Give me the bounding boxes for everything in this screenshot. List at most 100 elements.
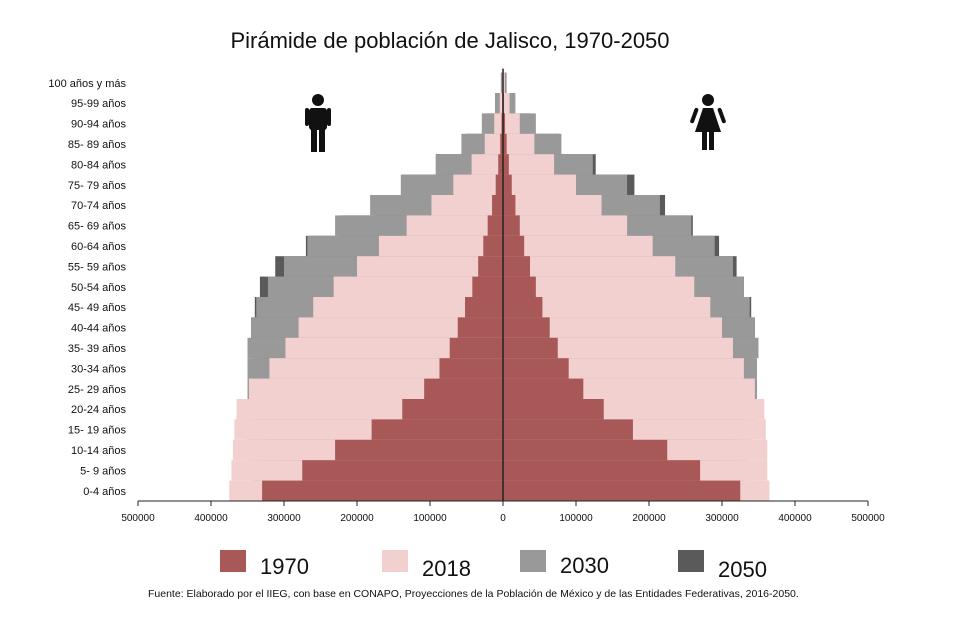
bar-female-1970-4 [503,399,604,420]
bar-female-2018-8 [503,317,722,338]
bar-female-1970-11 [503,256,531,277]
age-group-label-1: 5- 9 años [80,465,126,477]
legend-swatch-2018 [382,550,408,572]
age-group-label-14: 70-74 años [71,200,127,212]
bar-female-1970-12 [503,235,525,257]
x-tick-label-1: 400000 [194,513,228,524]
age-group-label-11: 55- 59 años [68,261,127,273]
x-tick-label-5: 0 [500,513,506,524]
bar-female-1970-5 [503,378,584,399]
bar-female-1970-16 [503,154,509,175]
x-tick-label-2: 300000 [267,513,301,524]
bar-female-2018-15 [503,174,576,195]
bar-female-1970-2 [503,439,668,461]
chart-title: Pirámide de población de Jalisco, 1970-2… [230,28,670,53]
bar-female-2018-18 [503,113,520,134]
bar-female-2018-14 [503,195,602,216]
bar-female-2018-10 [503,276,695,297]
bar-male-1970-16 [498,154,503,175]
bar-female-2018-11 [503,256,676,277]
age-group-label-15: 75- 79 años [68,180,127,192]
legend-swatch-1970 [220,550,246,572]
age-group-label-7: 35- 39 años [68,343,127,355]
x-tick-label-9: 400000 [778,513,812,524]
x-axis: 500000 400000 300000 200000 100000 0 100000 200… [121,500,885,524]
bar-female-1970-9 [503,297,543,318]
age-group-label-4: 20-24 años [71,404,127,416]
age-group-label-3: 15- 19 años [68,425,127,437]
bar-male-1970-5 [424,378,503,399]
bar-male-1970-0 [262,480,503,501]
bar-female-1970-18 [503,113,506,134]
bar-female-1970-3 [503,419,633,440]
male-figure-icon [305,94,331,152]
bar-male-2018-12 [378,235,503,257]
bar-male-1970-2 [335,439,503,461]
bar-male-2030-19 [494,93,503,114]
bar-female-2018-12 [503,235,653,257]
age-group-label-16: 80-84 años [71,159,127,171]
bar-male-1970-9 [465,297,503,318]
age-group-label-6: 30-34 años [71,363,127,375]
bar-female-1970-13 [503,215,520,236]
age-group-label-0: 0-4 años [83,486,126,498]
bar-male-1970-4 [402,399,503,420]
bar-male-2018-11 [357,256,503,277]
bars-layer [229,68,770,501]
bar-female-1970-17 [503,133,507,155]
bar-male-2018-15 [453,174,503,195]
source-note: Fuente: Elaborado por el IIEG, con base … [148,588,799,600]
age-group-label-8: 40-44 años [71,323,127,335]
bar-male-1970-14 [492,195,503,216]
legend-label-2018: 2018 [422,556,471,581]
legend-label-1970: 1970 [260,554,309,579]
x-tick-label-6: 100000 [559,513,593,524]
bar-male-1970-12 [483,235,503,257]
legend-swatch-2030 [520,550,546,572]
x-tick-label-3: 200000 [340,513,374,524]
bar-male-1970-3 [371,419,503,440]
bar-male-2018-9 [313,297,503,318]
bar-male-1970-17 [500,133,503,155]
bar-female-1970-0 [503,480,741,501]
bar-male-2018-17 [484,133,503,155]
bar-female-1970-7 [503,337,558,359]
bar-female-2018-17 [503,133,535,155]
bar-female-2018-13 [503,215,628,236]
bar-male-1970-7 [449,337,503,359]
legend-label-2050: 2050 [718,557,767,582]
bar-female-2018-19 [503,93,510,114]
age-group-label-19: 95-99 años [71,98,127,110]
bar-male-2018-8 [298,317,503,338]
bar-male-1970-6 [439,358,503,379]
bar-female-2018-9 [503,297,711,318]
bar-male-2018-19 [499,93,503,114]
age-group-label-5: 25- 29 años [68,384,127,396]
bar-male-1970-8 [457,317,503,338]
age-group-label-20: 100 años y más [48,78,126,90]
age-group-label-12: 60-64 años [71,241,127,253]
x-tick-label-8: 300000 [705,513,739,524]
legend-swatch-2050 [678,550,704,572]
bar-male-2018-18 [494,113,503,134]
female-figure-icon [690,94,726,150]
bar-male-2018-7 [285,337,503,359]
legend: 1970 2018 2030 2050 [220,548,820,584]
legend-label-2030: 2030 [560,553,609,578]
bar-male-1970-10 [472,276,503,297]
bar-female-1970-1 [503,460,701,481]
age-group-labels: 0-4 años 5- 9 años 10-14 años 15- 19 años 20… [48,78,126,498]
x-tick-label-4: 100000 [413,513,447,524]
bar-male-2030-20 [500,72,503,93]
bar-female-1970-10 [503,276,536,297]
age-group-label-10: 50-54 años [71,282,127,294]
bar-male-2018-16 [471,154,503,175]
x-tick-label-0: 500000 [121,513,155,524]
bar-male-1970-15 [495,174,503,195]
age-group-label-2: 10-14 años [71,445,127,457]
bar-female-1970-8 [503,317,550,338]
bar-male-2018-10 [333,276,503,297]
bar-female-2018-7 [503,337,733,359]
x-tick-label-7: 200000 [632,513,666,524]
